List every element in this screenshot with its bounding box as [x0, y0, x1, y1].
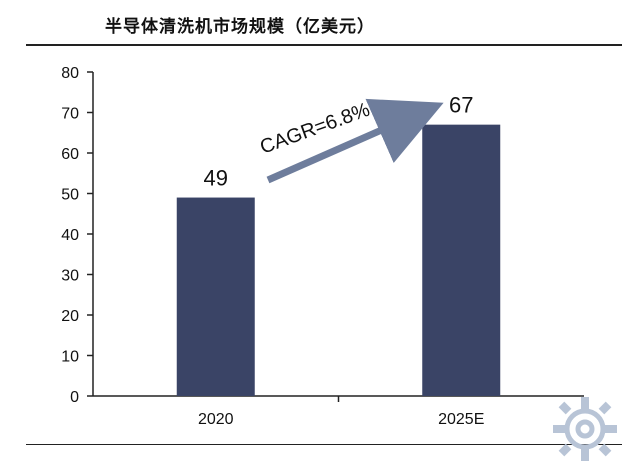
bar — [422, 124, 501, 397]
bar — [176, 197, 255, 396]
title-underline — [26, 10, 622, 46]
bottom-rule — [26, 444, 622, 445]
y-tick-label: 60 — [61, 146, 79, 163]
data-label: 67 — [449, 93, 473, 118]
gear-logo-icon — [553, 397, 617, 461]
y-tick-label: 10 — [61, 349, 79, 366]
data-label: 49 — [204, 166, 228, 191]
y-tick-label: 70 — [61, 106, 79, 123]
y-tick-label: 0 — [70, 389, 79, 406]
y-tick-label: 80 — [61, 65, 79, 82]
x-tick-label: 2020 — [198, 411, 234, 428]
y-tick-label: 30 — [61, 268, 79, 285]
chart-title: 半导体清洗机市场规模（亿美元） — [105, 17, 375, 37]
data-labels: 49 67 — [204, 93, 474, 191]
cagr-annotation: CAGR=6.8% — [257, 99, 373, 159]
cagr-arrow — [266, 98, 444, 184]
x-axis: 2020 2025E — [93, 395, 584, 428]
y-tick-label: 50 — [61, 187, 79, 204]
bars — [176, 124, 501, 397]
x-tick-label: 2025E — [438, 411, 484, 428]
y-tick-label: 20 — [61, 308, 79, 325]
y-axis: 0 10 20 30 40 50 60 70 80 — [61, 65, 94, 406]
y-tick-label: 40 — [61, 227, 79, 244]
